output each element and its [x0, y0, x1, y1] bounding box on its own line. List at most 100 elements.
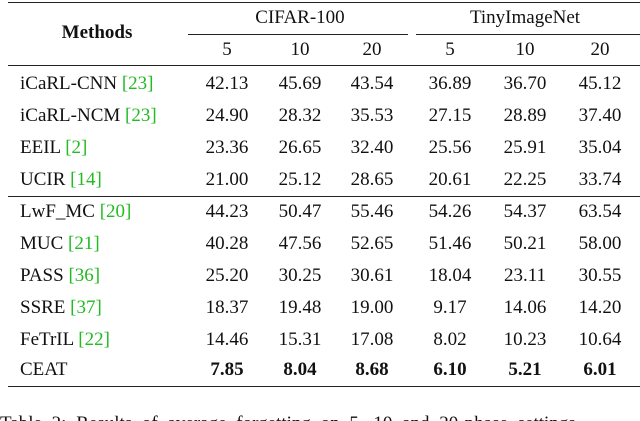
phase-header: 10: [515, 39, 535, 60]
table-cell: 20.61: [428, 169, 472, 190]
table-cell: 17.08: [350, 329, 394, 350]
table-cell: 10.64: [578, 329, 622, 350]
phase-header: 5: [222, 39, 232, 60]
table-cell: 24.90: [205, 105, 249, 126]
table-cell: 45.69: [278, 73, 322, 94]
table-cell: 30.55: [578, 265, 622, 286]
table-cell: 58.00: [578, 233, 622, 254]
method-name: LwF_MC [20]: [20, 201, 131, 223]
table-cell: 36.89: [428, 73, 472, 94]
method: SSRE: [20, 297, 66, 318]
method: FeTrIL: [20, 329, 74, 350]
table-cell: 54.37: [503, 201, 547, 222]
citation[interactable]: [14]: [70, 169, 102, 190]
table-cell: 35.53: [350, 105, 394, 126]
table-cell: 23.11: [503, 265, 547, 286]
column-header: Methods: [61, 22, 133, 43]
table-rule: [8, 65, 640, 66]
method: iCaRL-NCM: [20, 105, 121, 126]
citation[interactable]: [22]: [78, 329, 110, 350]
method-name: UCIR [14]: [20, 169, 102, 191]
table-cell: 35.04: [578, 137, 622, 158]
method-name: FeTrIL [22]: [20, 329, 110, 351]
phase-header: 5: [445, 39, 455, 60]
table-cell: 8.04: [283, 359, 317, 380]
table-cell: 32.40: [350, 137, 394, 158]
method-name: iCaRL-CNN [23]: [20, 73, 154, 95]
table-cell: 14.46: [205, 329, 249, 350]
table-cell: 42.13: [205, 73, 249, 94]
table-cell: 25.91: [503, 137, 547, 158]
table-cell: 8.02: [433, 329, 467, 350]
method: LwF_MC: [20, 201, 95, 222]
phase-header: 20: [362, 39, 382, 60]
table-cell: 14.06: [503, 297, 547, 318]
table-cell: 15.31: [278, 329, 322, 350]
table-cell: 43.54: [350, 73, 394, 94]
method-name: EEIL [2]: [20, 137, 87, 159]
method: EEIL: [20, 137, 61, 158]
table-cell: 25.20: [205, 265, 249, 286]
table-cell: 25.56: [428, 137, 472, 158]
table-cell: 30.61: [350, 265, 394, 286]
table-cell: 18.04: [428, 265, 472, 286]
table-cell: 30.25: [278, 265, 322, 286]
method: PASS: [20, 265, 64, 286]
table-cell: 27.15: [428, 105, 472, 126]
phase-header: 20: [590, 39, 610, 60]
table-cell: 7.85: [210, 359, 244, 380]
table-cell: 9.17: [433, 297, 467, 318]
method-name: MUC [21]: [20, 233, 100, 255]
table-cell: 37.40: [578, 105, 622, 126]
table-cell: 5.21: [508, 359, 542, 380]
table-cell: 8.68: [355, 359, 389, 380]
table-cell: 28.32: [278, 105, 322, 126]
table-rule: [8, 196, 640, 197]
table-cell: 28.89: [503, 105, 547, 126]
method-name: SSRE [37]: [20, 297, 102, 319]
caption: Table 2: Results of average forgetting o…: [0, 413, 576, 421]
table-rule: [8, 386, 640, 387]
table-cell: 50.21: [503, 233, 547, 254]
table-cell: 36.70: [503, 73, 547, 94]
table-cell: 52.65: [350, 233, 394, 254]
table-cell: 10.23: [503, 329, 547, 350]
method-name: CEAT: [20, 359, 68, 381]
method: MUC: [20, 233, 64, 254]
table-cell: 54.26: [428, 201, 472, 222]
citation[interactable]: [37]: [70, 297, 102, 318]
table-cell: 40.28: [205, 233, 249, 254]
citation[interactable]: [2]: [65, 137, 88, 158]
table-cell: 51.46: [428, 233, 472, 254]
table-cell: 47.56: [278, 233, 322, 254]
table-cell: 19.00: [350, 297, 394, 318]
table-cell: 63.54: [578, 201, 622, 222]
table-cell: 23.36: [205, 137, 249, 158]
method: iCaRL-CNN: [20, 73, 118, 94]
table-cell: 22.25: [503, 169, 547, 190]
citation[interactable]: [36]: [68, 265, 101, 286]
table-cell: 21.00: [205, 169, 249, 190]
table-rule: [188, 34, 408, 35]
method-name: PASS [36]: [20, 265, 100, 287]
citation[interactable]: [23]: [121, 73, 154, 94]
method: CEAT: [20, 359, 68, 380]
table-cell: 6.10: [433, 359, 467, 380]
table-cell: 55.46: [350, 201, 394, 222]
table-cell: 18.37: [205, 297, 249, 318]
table-cell: 44.23: [205, 201, 249, 222]
table-rule: [8, 2, 640, 3]
method: UCIR: [20, 169, 66, 190]
phase-header: 10: [290, 39, 310, 60]
table-cell: 33.74: [578, 169, 622, 190]
table-cell: 14.20: [578, 297, 622, 318]
citation[interactable]: [20]: [99, 201, 132, 222]
table-cell: 28.65: [350, 169, 394, 190]
table-cell: 19.48: [278, 297, 322, 318]
citation[interactable]: [23]: [125, 105, 157, 126]
group-header: CIFAR-100: [255, 7, 345, 28]
citation[interactable]: [21]: [68, 233, 100, 254]
table-cell: 50.47: [278, 201, 322, 222]
table-cell: 6.01: [583, 359, 617, 380]
